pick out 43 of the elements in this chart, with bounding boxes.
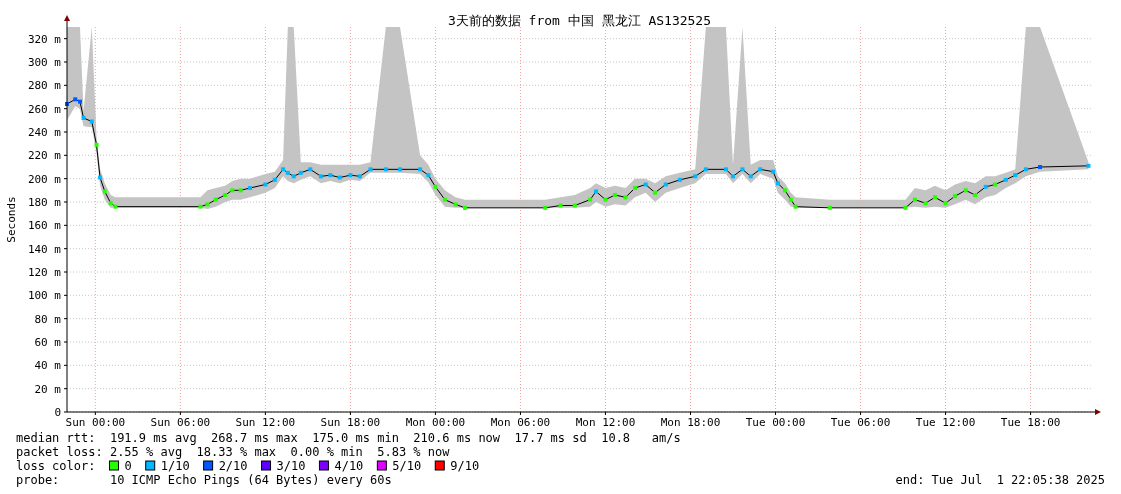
text: end: Tue Jul 1 22:05:38 2025 [895,473,1105,487]
y-tick-label: 120 m [27,266,62,279]
x-tick-label: Mon 00:00 [405,416,466,429]
legend-label: 4/10 [334,459,364,473]
x-tick-label: Mon 12:00 [575,416,636,429]
y-tick-label: 320 m [27,32,62,46]
text: median rtt: 191.9 ms avg 268.7 ms max 175.0 ms min 210.6 ms now 17.7 ms sd 10.8 am/s [16,431,681,445]
y-tick-label: 80 m [34,312,62,326]
legend-label: 2/10 [218,459,248,473]
y-tick-label: 100 m [27,289,62,303]
y-tick-label: 40 m [34,359,62,373]
legend-title: loss color: [16,459,96,473]
x-tick-label: Sun 12:00 [235,416,296,429]
legend-label: 1/10 [160,459,190,473]
y-tick-label: 200 m [27,172,62,186]
x-tick-label: Mon 18:00 [660,416,721,429]
y-tick-label: 140 m [27,242,62,256]
y-tick-label: 220 m [27,149,62,163]
y-tick-label: 20 m [34,382,62,396]
x-tick-label: Tue 06:00 [830,416,891,429]
x-tick-label: Mon 06:00 [490,416,551,429]
y-tick-label: 160 m [27,219,62,233]
y-tick-label: 260 m [27,102,62,116]
y-tick-label: 60 m [34,336,62,349]
chart-title: 3天前的数据 from 中国 黑龙江 AS132525 [447,13,712,28]
y-axis-title: Seconds [5,196,18,243]
y-tick-label: 240 m [27,126,62,139]
text: probe: 10 ICMP Echo Pings (64 Bytes) every 60s [16,473,392,487]
x-tick-label: Tue 00:00 [745,416,806,429]
legend-label: 9/10 [450,459,480,473]
x-tick-label: Sun 06:00 [150,416,211,429]
x-tick-label: Tue 12:00 [915,416,976,429]
x-tick-label: Sun 18:00 [320,416,381,429]
text: packet loss: 2.55 % avg 18.33 % max 0.00 % min 5.83 % now [16,445,451,459]
y-tick-label: 300 m [27,56,62,69]
x-tick-label: Sun 00:00 [65,416,126,429]
y-tick-label: 280 m [27,79,62,93]
y-tick-label: 0 [54,406,61,419]
x-tick-label: Tue 18:00 [1000,416,1061,429]
legend-label: 5/10 [392,459,422,473]
legend-label: 0 [124,459,132,473]
legend-label: 3/10 [276,459,306,473]
y-tick-label: 180 m [27,196,62,209]
